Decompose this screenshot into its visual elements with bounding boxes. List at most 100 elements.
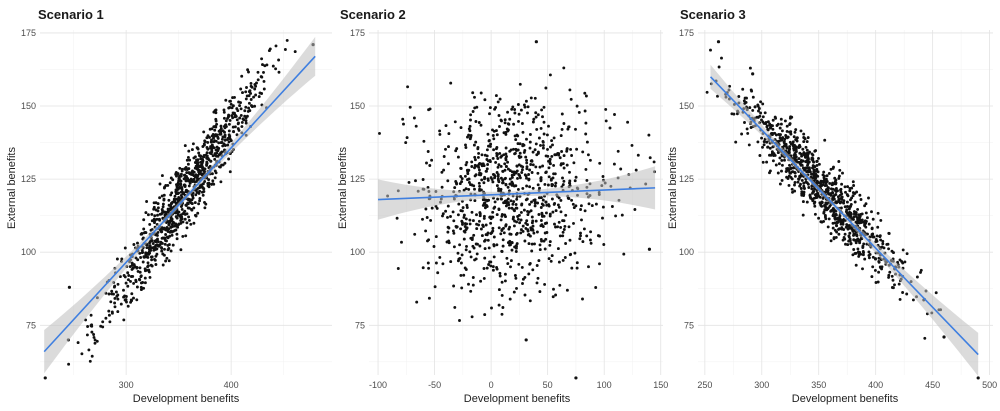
data-point: [825, 179, 829, 183]
data-point: [466, 178, 469, 182]
data-point: [813, 172, 817, 176]
data-point: [515, 164, 519, 168]
data-point: [90, 324, 94, 328]
data-point: [900, 259, 904, 263]
data-point: [540, 223, 544, 227]
data-point: [176, 223, 180, 227]
data-point: [827, 171, 831, 175]
data-point: [451, 210, 455, 214]
data-point: [496, 157, 500, 160]
data-point: [544, 200, 548, 204]
data-point: [148, 222, 152, 226]
data-point: [561, 219, 565, 223]
data-point: [829, 209, 833, 213]
data-point: [801, 213, 805, 217]
data-point: [535, 264, 539, 267]
data-point: [559, 198, 563, 202]
data-point: [854, 220, 858, 224]
data-point: [757, 107, 761, 110]
data-point: [893, 283, 896, 287]
x-tick-label: 500: [982, 380, 997, 390]
data-point: [523, 293, 527, 297]
data-point: [184, 165, 188, 169]
data-point: [169, 225, 173, 229]
data-point: [122, 318, 126, 322]
data-point: [262, 79, 266, 83]
data-point: [560, 150, 564, 153]
data-point: [534, 219, 538, 223]
data-point: [194, 193, 198, 197]
data-point: [164, 259, 168, 263]
panel-title-2: Scenario 2: [340, 7, 406, 22]
data-point: [533, 96, 537, 100]
data-point: [503, 279, 507, 283]
data-point: [236, 122, 240, 126]
data-point: [582, 227, 586, 231]
data-point: [581, 297, 584, 301]
data-point: [790, 187, 794, 191]
data-point: [475, 213, 478, 217]
data-point: [67, 362, 71, 366]
data-point: [867, 250, 871, 254]
x-tick-label: 350: [811, 380, 826, 390]
data-point: [827, 217, 831, 221]
data-point: [524, 221, 528, 225]
data-point: [92, 333, 96, 336]
data-point: [862, 251, 865, 255]
data-point: [831, 221, 835, 225]
data-point: [782, 140, 786, 144]
data-point: [751, 108, 755, 112]
data-point: [487, 263, 491, 266]
data-point: [835, 224, 838, 227]
data-point: [427, 108, 431, 112]
data-point: [759, 111, 763, 115]
data-point: [253, 104, 257, 108]
data-point: [505, 256, 509, 260]
data-point: [501, 238, 505, 242]
data-point: [818, 195, 822, 199]
data-point: [622, 252, 626, 256]
data-point: [154, 239, 158, 243]
data-point: [421, 217, 424, 221]
outlier-point: [524, 338, 528, 342]
data-point: [798, 184, 802, 188]
data-point: [848, 189, 852, 193]
data-point: [462, 188, 466, 192]
data-point: [228, 134, 232, 138]
data-point: [831, 191, 835, 195]
data-point: [179, 219, 183, 222]
data-point: [826, 225, 830, 229]
data-point: [829, 232, 833, 236]
data-point: [501, 181, 504, 185]
data-point: [147, 270, 151, 274]
data-point: [440, 170, 444, 174]
data-point: [473, 95, 476, 99]
data-point: [155, 252, 159, 256]
data-point: [528, 202, 532, 206]
data-point: [861, 253, 865, 257]
data-point: [531, 163, 535, 167]
data-point: [630, 143, 634, 147]
data-point: [758, 154, 762, 157]
data-point: [459, 273, 463, 277]
data-point: [136, 241, 139, 245]
data-point: [455, 225, 459, 229]
data-point: [547, 204, 551, 208]
data-point: [194, 214, 198, 218]
data-point: [447, 145, 450, 149]
data-point: [163, 247, 166, 251]
data-point: [434, 235, 438, 239]
data-point: [139, 285, 143, 289]
data-point: [506, 197, 510, 201]
data-point: [490, 215, 494, 219]
data-point: [468, 124, 472, 128]
data-point: [788, 123, 792, 126]
data-point: [184, 234, 188, 238]
data-point: [503, 168, 507, 172]
data-point: [789, 166, 793, 170]
data-point: [771, 159, 775, 163]
data-point: [179, 248, 183, 252]
data-point: [499, 164, 503, 168]
data-point: [783, 119, 787, 123]
data-point: [483, 313, 487, 317]
